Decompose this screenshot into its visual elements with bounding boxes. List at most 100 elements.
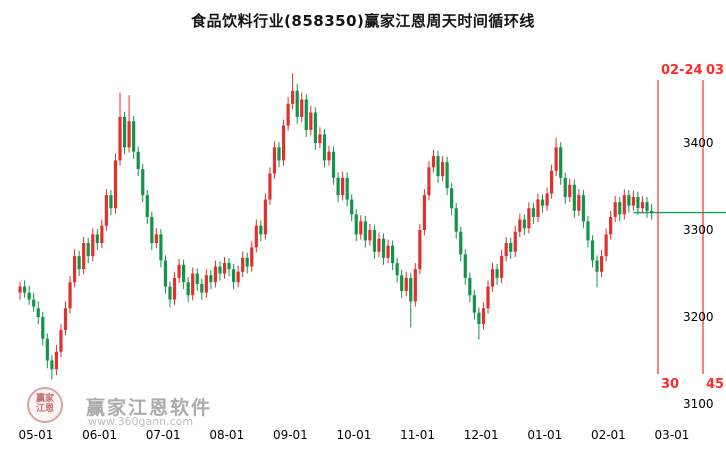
candle-down[interactable] — [354, 209, 358, 242]
candle-down[interactable] — [345, 172, 349, 207]
candle-up[interactable] — [622, 189, 626, 220]
candle-down[interactable] — [400, 270, 404, 298]
candle-down[interactable] — [186, 276, 190, 303]
candle-down[interactable] — [141, 163, 145, 203]
candle-down[interactable] — [649, 203, 654, 220]
candle-up[interactable] — [177, 258, 181, 284]
candle-up[interactable] — [286, 96, 290, 131]
candle-down[interactable] — [231, 263, 236, 290]
candle-down[interactable] — [468, 272, 472, 303]
candle-up[interactable] — [172, 271, 177, 305]
candle-down[interactable] — [395, 257, 399, 283]
candle-down[interactable] — [472, 290, 476, 320]
candle-up[interactable] — [599, 250, 604, 277]
candle-up[interactable] — [104, 189, 108, 231]
candle-up[interactable] — [127, 95, 131, 153]
candle-up[interactable] — [213, 260, 218, 288]
candle-down[interactable] — [372, 224, 377, 259]
candle-down[interactable] — [32, 292, 36, 312]
candle-up[interactable] — [113, 153, 118, 214]
candle-up[interactable] — [422, 189, 426, 236]
candle-up[interactable] — [440, 156, 445, 182]
candle-down[interactable] — [531, 203, 536, 224]
candle-down[interactable] — [36, 301, 40, 324]
candle-down[interactable] — [581, 189, 586, 229]
candle-down[interactable] — [227, 257, 231, 277]
candle-up[interactable] — [568, 178, 572, 203]
candle-down[interactable] — [209, 270, 213, 290]
candle-down[interactable] — [218, 261, 222, 281]
candle-down[interactable] — [86, 237, 90, 264]
candle-down[interactable] — [436, 150, 440, 184]
candle-down[interactable] — [304, 94, 308, 137]
candle-up[interactable] — [254, 219, 258, 253]
candle-up[interactable] — [241, 251, 245, 277]
candle-up[interactable] — [72, 249, 77, 288]
candle-down[interactable] — [136, 146, 140, 177]
candlestick-series[interactable] — [18, 73, 654, 380]
candle-up[interactable] — [427, 161, 431, 201]
candle-down[interactable] — [459, 226, 463, 262]
candle-up[interactable] — [518, 213, 522, 237]
candle-down[interactable] — [618, 196, 622, 222]
candle-up[interactable] — [154, 228, 158, 249]
candle-down[interactable] — [41, 311, 45, 346]
candle-down[interactable] — [572, 179, 576, 218]
candle-up[interactable] — [413, 263, 417, 307]
candle-down[interactable] — [590, 235, 595, 268]
candle-down[interactable] — [627, 189, 631, 213]
candle-down[interactable] — [313, 107, 317, 150]
candle-down[interactable] — [259, 220, 263, 242]
candle-down[interactable] — [277, 142, 281, 168]
candle-up[interactable] — [550, 164, 554, 199]
candle-down[interactable] — [163, 255, 168, 294]
candle-down[interactable] — [636, 191, 640, 216]
candle-up[interactable] — [377, 232, 381, 257]
candle-down[interactable] — [350, 194, 354, 222]
candle-up[interactable] — [272, 141, 277, 179]
candle-up[interactable] — [291, 73, 295, 110]
candle-down[interactable] — [122, 111, 127, 155]
candle-up[interactable] — [222, 256, 227, 279]
candle-up[interactable] — [281, 119, 286, 166]
candle-up[interactable] — [82, 236, 86, 275]
candle-down[interactable] — [522, 214, 526, 236]
candle-down[interactable] — [336, 172, 340, 203]
candle-up[interactable] — [18, 282, 22, 300]
candle-up[interactable] — [386, 239, 390, 264]
candle-up[interactable] — [118, 92, 122, 166]
candle-down[interactable] — [150, 211, 154, 251]
candle-down[interactable] — [322, 129, 327, 168]
candle-up[interactable] — [91, 228, 95, 262]
candle-down[interactable] — [245, 252, 249, 274]
candle-down[interactable] — [495, 263, 499, 285]
candle-down[interactable] — [331, 146, 336, 185]
candle-up[interactable] — [341, 171, 345, 201]
candle-up[interactable] — [500, 250, 504, 284]
candle-down[interactable] — [45, 333, 49, 369]
candle-up[interactable] — [250, 241, 254, 272]
candle-up[interactable] — [536, 193, 540, 223]
candle-up[interactable] — [640, 196, 645, 214]
candle-up[interactable] — [191, 267, 195, 301]
candle-up[interactable] — [263, 193, 267, 240]
candle-down[interactable] — [559, 142, 563, 185]
candle-down[interactable] — [363, 216, 367, 248]
candle-down[interactable] — [463, 249, 467, 285]
candle-up[interactable] — [309, 105, 313, 136]
candle-down[interactable] — [454, 203, 458, 239]
candle-up[interactable] — [368, 223, 372, 246]
candle-down[interactable] — [132, 116, 136, 159]
candle-down[interactable] — [563, 172, 567, 204]
candle-up[interactable] — [504, 236, 508, 262]
candle-up[interactable] — [268, 167, 272, 205]
candle-up[interactable] — [68, 276, 72, 314]
candle-up[interactable] — [318, 127, 322, 149]
candle-up[interactable] — [300, 92, 304, 123]
candle-down[interactable] — [168, 281, 172, 308]
candle-up[interactable] — [431, 149, 436, 173]
candle-up[interactable] — [577, 189, 581, 217]
candle-up[interactable] — [609, 210, 613, 240]
candle-up[interactable] — [54, 344, 59, 376]
